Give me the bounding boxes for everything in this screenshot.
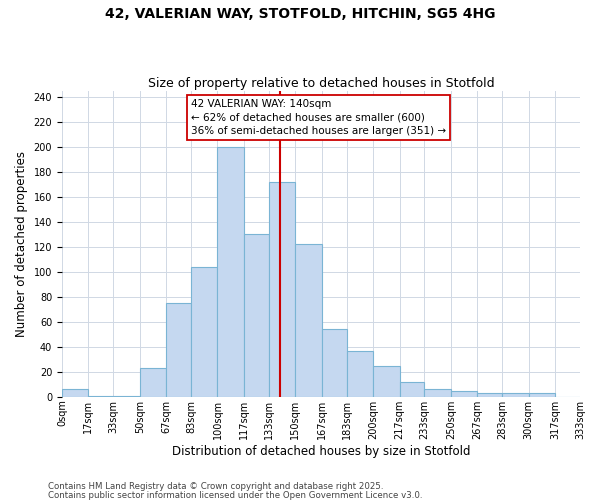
Bar <box>400 382 424 397</box>
Bar <box>244 234 269 397</box>
Bar <box>166 303 191 397</box>
Bar <box>295 244 322 397</box>
Bar <box>347 350 373 397</box>
Bar <box>269 182 295 397</box>
Bar <box>478 393 502 397</box>
Bar <box>451 390 478 397</box>
Bar <box>88 396 113 397</box>
Text: Contains public sector information licensed under the Open Government Licence v3: Contains public sector information licen… <box>48 490 422 500</box>
Bar <box>191 267 217 397</box>
Bar <box>140 368 166 397</box>
Text: 42 VALERIAN WAY: 140sqm
← 62% of detached houses are smaller (600)
36% of semi-d: 42 VALERIAN WAY: 140sqm ← 62% of detache… <box>191 100 446 136</box>
Bar <box>113 396 140 397</box>
Title: Size of property relative to detached houses in Stotfold: Size of property relative to detached ho… <box>148 76 494 90</box>
Text: 42, VALERIAN WAY, STOTFOLD, HITCHIN, SG5 4HG: 42, VALERIAN WAY, STOTFOLD, HITCHIN, SG5… <box>105 8 495 22</box>
Bar <box>373 366 400 397</box>
Text: Contains HM Land Registry data © Crown copyright and database right 2025.: Contains HM Land Registry data © Crown c… <box>48 482 383 491</box>
Bar <box>217 147 244 397</box>
X-axis label: Distribution of detached houses by size in Stotfold: Distribution of detached houses by size … <box>172 444 470 458</box>
Bar <box>424 390 451 397</box>
Bar <box>62 390 88 397</box>
Bar <box>502 393 529 397</box>
Y-axis label: Number of detached properties: Number of detached properties <box>15 150 28 336</box>
Bar <box>529 393 555 397</box>
Bar <box>322 330 347 397</box>
